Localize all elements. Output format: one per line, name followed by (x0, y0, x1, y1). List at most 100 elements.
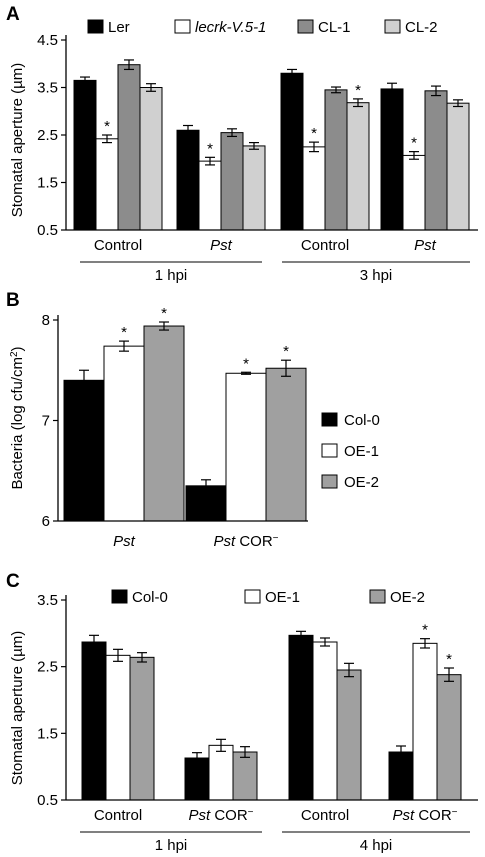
panel-c-group-1-label: 1 hpi (155, 837, 188, 854)
legend-swatch-lecrk (174, 19, 191, 34)
bar (73, 79, 97, 231)
panel-c: C Stomatal aperture (µm) 0.51.52.53.5 **… (6, 571, 478, 854)
y-tick-label: 1.5 (37, 175, 58, 192)
panel-c-category-3: Control (301, 807, 349, 824)
panel-c-letter: C (6, 571, 20, 592)
bar (220, 132, 244, 231)
panel-b-category-1: Pst (113, 533, 136, 550)
legend-swatch-cl2 (384, 19, 401, 34)
panel-a-legend: Ler lecrk-V.5-1 CL-1 CL-2 (87, 19, 438, 36)
legend-swatch-col0-c (111, 589, 128, 604)
significance-marker: * (355, 82, 361, 99)
y-tick-label: 2.5 (37, 127, 58, 144)
y-tick-label: 8 (42, 312, 50, 329)
panel-b-y-label: Bacteria (log cfu/cm2) (9, 346, 27, 489)
bar (198, 160, 222, 231)
panel-c-group-2-label: 4 hpi (360, 837, 393, 854)
bar (117, 64, 141, 231)
y-tick-label: 1.5 (37, 725, 58, 742)
bar (346, 102, 370, 231)
significance-marker: * (411, 135, 417, 152)
bar (436, 674, 462, 801)
panel-a-category-1: Control (94, 237, 142, 254)
bar (176, 129, 200, 231)
bar (129, 656, 155, 801)
legend-swatch-oe1 (321, 443, 338, 458)
legend-label-col0-c: Col-0 (132, 589, 168, 606)
legend-label-cl1: CL-1 (318, 19, 351, 36)
panel-c-category-1: Control (94, 807, 142, 824)
significance-marker: * (446, 651, 452, 668)
panel-b-y-ticks: 6 7 8 (42, 312, 58, 530)
panel-a-category-3: Control (301, 237, 349, 254)
panel-b: B Bacteria (log cfu/cm2) 6 7 8 * * * * Pst Ps… (6, 290, 380, 550)
panel-c-y-ticks: 0.5 1.5 2.5 3.5 (37, 592, 66, 809)
bar (402, 154, 426, 231)
panel-a-letter: A (6, 4, 20, 25)
legend-label-ler: Ler (108, 19, 130, 36)
bar (265, 367, 307, 522)
bar (336, 669, 362, 801)
y-tick-label: 0.5 (37, 792, 58, 809)
panel-b-category-2: Pst COR− (213, 533, 278, 551)
bar (312, 641, 338, 801)
significance-marker: * (207, 140, 213, 157)
y-tick-label: 0.5 (37, 222, 58, 239)
panel-c-bars: ** (81, 622, 462, 801)
panel-a: A Stomatal aperture (µm) 0.5 1.5 2.5 3.5 4.5… (6, 4, 478, 284)
y-tick-label: 3.5 (37, 592, 58, 609)
legend-swatch-col0 (321, 412, 338, 427)
legend-label-oe1: OE-1 (344, 443, 379, 460)
bar (388, 751, 414, 801)
significance-marker: * (422, 622, 428, 639)
panel-c-y-label: Stomatal aperture (µm) (9, 631, 26, 786)
panel-c-legend: Col-0 OE-1 OE-2 (111, 589, 425, 606)
y-tick-label: 7 (42, 413, 50, 430)
bar (280, 72, 304, 231)
bar (288, 634, 314, 801)
bar (143, 325, 185, 522)
legend-swatch-oe2-c (369, 589, 386, 604)
bar (184, 757, 210, 801)
panel-c-category-2: Pst COR− (188, 807, 253, 825)
significance-marker: * (104, 118, 110, 135)
significance-marker: * (243, 355, 249, 372)
legend-swatch-oe1-c (244, 589, 261, 604)
panel-a-group-1-label: 1 hpi (155, 267, 188, 284)
legend-label-col0: Col-0 (344, 412, 380, 429)
legend-swatch-ler (87, 19, 104, 34)
y-tick-label: 3.5 (37, 80, 58, 97)
bar (81, 641, 107, 801)
panel-b-bars: * * * * (63, 305, 307, 522)
panel-a-group-2-label: 3 hpi (360, 267, 393, 284)
bar (225, 372, 267, 522)
bar (63, 379, 105, 522)
bar (139, 87, 163, 231)
bar (105, 654, 131, 801)
panel-a-y-ticks: 0.5 1.5 2.5 3.5 4.5 (37, 32, 66, 239)
legend-label-cl2: CL-2 (405, 19, 438, 36)
bar (302, 146, 326, 231)
legend-label-lecrk: lecrk-V.5-1 (195, 19, 266, 36)
bar (446, 102, 470, 231)
legend-label-oe2: OE-2 (344, 474, 379, 491)
panel-b-legend: Col-0 OE-1 OE-2 (321, 412, 380, 491)
bar (324, 89, 348, 231)
legend-swatch-oe2 (321, 474, 338, 489)
panel-a-y-label: Stomatal aperture (µm) (9, 63, 26, 218)
legend-label-oe1-c: OE-1 (265, 589, 300, 606)
panel-a-bars: * * * * * (73, 59, 470, 231)
significance-marker: * (161, 305, 167, 322)
bar (232, 751, 258, 801)
legend-label-oe2-c: OE-2 (390, 589, 425, 606)
panel-a-category-2: Pst (210, 237, 233, 254)
significance-marker: * (311, 125, 317, 142)
y-tick-label: 2.5 (37, 659, 58, 676)
significance-marker: * (121, 324, 127, 341)
bar (412, 642, 438, 801)
bar (103, 345, 145, 522)
bar (242, 145, 266, 231)
legend-swatch-cl1 (297, 19, 314, 34)
significance-marker: * (283, 343, 289, 360)
